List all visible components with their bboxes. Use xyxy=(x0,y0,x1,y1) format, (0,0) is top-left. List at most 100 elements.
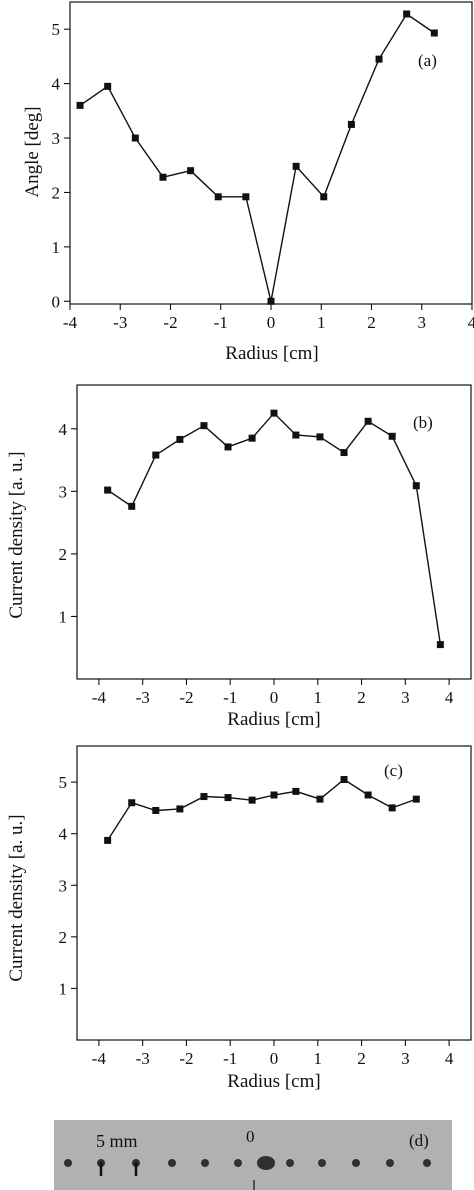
photo-d-spot xyxy=(257,1156,275,1170)
chart-c-ytick-label: 5 xyxy=(59,773,68,792)
chart-a-xtick-label: 3 xyxy=(418,313,427,332)
chart-a-point xyxy=(403,10,411,18)
chart-b-point xyxy=(248,434,256,442)
photo-d-spot xyxy=(64,1159,72,1167)
chart-c-xtick-label: -3 xyxy=(136,1049,150,1068)
chart-a-plot-area xyxy=(69,1,473,305)
chart-b-point xyxy=(340,449,348,457)
chart-b-xtick-label: 0 xyxy=(270,688,279,707)
chart-a-xtick-label: -4 xyxy=(63,313,78,332)
chart-b-ytick-label: 4 xyxy=(59,420,68,439)
chart-a-point xyxy=(187,167,195,175)
photo-d-spot xyxy=(286,1159,294,1167)
chart-b-xticks: -4 -3 -2 -1 0 1 2 3 4 xyxy=(92,679,454,707)
chart-b-xtick-label: 3 xyxy=(401,688,410,707)
chart-b-xtick-label: -1 xyxy=(223,688,237,707)
photo-d-texture xyxy=(54,1120,452,1190)
chart-b-xtick-label: 4 xyxy=(445,688,454,707)
chart-c-point xyxy=(316,795,324,803)
photo-d-background xyxy=(54,1120,452,1190)
chart-c-ytick-label: 2 xyxy=(59,928,68,947)
chart-c-series-line xyxy=(107,778,417,841)
chart-c-xtick-label: 1 xyxy=(314,1049,323,1068)
chart-a-xticks: -4 -3 -2 -1 0 1 2 3 4 xyxy=(63,304,474,332)
chart-c-point xyxy=(152,806,160,814)
chart-a-point xyxy=(104,82,112,90)
chart-b-xtick-label: -2 xyxy=(179,688,193,707)
chart-a-ytick-label: 5 xyxy=(52,20,61,39)
chart-b-point xyxy=(152,451,160,459)
chart-a-markers xyxy=(76,10,438,305)
chart-b-xtick-label: 1 xyxy=(314,688,323,707)
photo-d-spot xyxy=(318,1159,326,1167)
chart-a-point xyxy=(430,29,438,37)
chart-a-point xyxy=(320,193,328,201)
chart-c-markers xyxy=(104,776,420,844)
chart-a-point xyxy=(214,193,222,201)
chart-b-ytick-label: 2 xyxy=(59,545,68,564)
chart-a-ytick-label: 4 xyxy=(52,75,61,94)
chart-b-ytick-label: 1 xyxy=(59,607,68,626)
chart-a-xtick-label: 4 xyxy=(468,313,474,332)
photo-d-panel-label: (d) xyxy=(409,1131,429,1150)
chart-a-point xyxy=(267,297,275,305)
chart-b-point xyxy=(412,482,420,490)
chart-c-point xyxy=(412,795,420,803)
chart-c-point xyxy=(200,793,208,801)
chart-c-xtick-label: 4 xyxy=(445,1049,454,1068)
chart-c-point xyxy=(224,794,232,802)
chart-c-ytick-label: 3 xyxy=(59,876,68,895)
chart-a-yticks: 0 1 2 3 4 5 xyxy=(52,20,70,311)
chart-c-xtick-label: -2 xyxy=(179,1049,193,1068)
photo-d-spots xyxy=(64,1156,431,1176)
chart-a-ytick-label: 0 xyxy=(52,292,61,311)
chart-c-xtick-label: -1 xyxy=(223,1049,237,1068)
photo-d-spot xyxy=(423,1159,431,1167)
chart-b-series-line xyxy=(107,412,442,645)
chart-a-point xyxy=(375,55,383,63)
chart-b-yticks: 1 2 3 4 xyxy=(59,420,77,626)
chart-c-point xyxy=(176,805,184,813)
chart-c-point xyxy=(104,836,112,844)
photo-d-spot xyxy=(168,1159,176,1167)
chart-b-point xyxy=(436,641,444,649)
chart-b-point xyxy=(200,422,208,430)
chart-a-ytick-label: 2 xyxy=(52,183,61,202)
chart-c: Current density [a. u.] -4 -3 -2 -1 0 1 2 3 4 1 2… xyxy=(6,745,472,1092)
chart-a-xtick-label: 1 xyxy=(317,313,326,332)
chart-b: Current density [a. u.] -4 -3 -2 -1 0 1 2 3 4 1 2… xyxy=(6,384,472,730)
chart-a-xtick-label: 0 xyxy=(267,313,276,332)
chart-a-xtick-label: 2 xyxy=(367,313,376,332)
photo-d-spot xyxy=(234,1159,242,1167)
chart-c-xtick-label: -4 xyxy=(92,1049,107,1068)
chart-c-panel-label: (c) xyxy=(384,761,403,780)
chart-c-point xyxy=(292,787,300,795)
chart-b-xtick-label: -4 xyxy=(92,688,107,707)
chart-a: Angle [deg] -4 -3 -2 -1 0 1 2 3 4 0 1 2 3 4 5 (a) Rad… xyxy=(22,1,474,364)
chart-a-point xyxy=(292,162,300,170)
photo-d: 5 mm 0 (d) xyxy=(54,1120,452,1190)
chart-c-point xyxy=(340,776,348,784)
chart-a-point xyxy=(76,101,84,109)
chart-b-xtick-label: -3 xyxy=(136,688,150,707)
chart-c-plot-area xyxy=(76,745,472,1041)
chart-a-point xyxy=(159,173,167,181)
chart-b-ytick-label: 3 xyxy=(59,482,68,501)
chart-a-point xyxy=(131,134,139,142)
chart-c-ylabel: Current density [a. u.] xyxy=(6,814,27,981)
chart-c-point xyxy=(248,796,256,804)
chart-b-point xyxy=(128,502,136,510)
chart-c-xtick-label: 3 xyxy=(401,1049,410,1068)
chart-a-xlabel: Radius [cm] xyxy=(225,343,318,364)
chart-a-ylabel: Angle [deg] xyxy=(22,106,43,197)
chart-a-ytick-label: 3 xyxy=(52,129,61,148)
chart-a-point xyxy=(347,120,355,128)
photo-d-spot xyxy=(352,1159,360,1167)
chart-b-point xyxy=(292,431,300,439)
chart-a-point xyxy=(242,193,250,201)
chart-a-xtick-label: -2 xyxy=(163,313,177,332)
chart-b-panel-label: (b) xyxy=(413,413,433,432)
chart-c-point xyxy=(364,791,372,799)
chart-b-point xyxy=(316,433,324,441)
